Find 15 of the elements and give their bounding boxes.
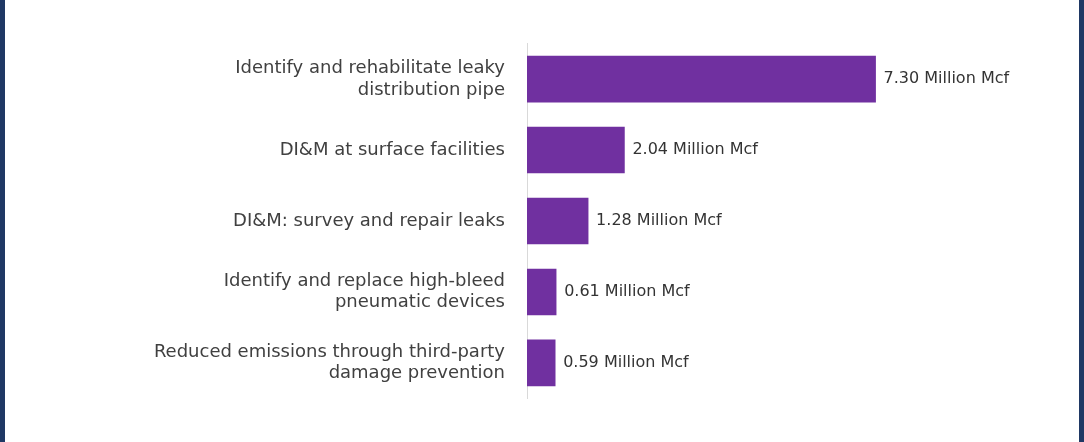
y-tick-label: Identify and replace high-bleed pneumatic devices	[223, 268, 505, 312]
bar	[527, 55, 876, 103]
y-tick-label: Reduced emissions through third-party damage prevention	[153, 339, 506, 383]
data-label: 0.59 Million Mcf	[563, 352, 690, 372]
data-label: 7.30 Million Mcf	[883, 68, 1010, 88]
bar	[527, 339, 556, 387]
data-label: 0.61 Million Mcf	[564, 281, 691, 301]
data-label: 1.28 Million Mcf	[596, 210, 723, 230]
bar	[527, 268, 557, 316]
y-tick-label: DI&M: survey and repair leaks	[233, 208, 505, 230]
bar	[527, 126, 625, 174]
data-label: 2.04 Million Mcf	[632, 139, 759, 159]
y-tick-label: DI&M at surface facilities	[279, 137, 505, 159]
bar	[527, 197, 589, 245]
y-tick-label: Identify and rehabilitate leaky distribution pipe	[235, 55, 506, 99]
